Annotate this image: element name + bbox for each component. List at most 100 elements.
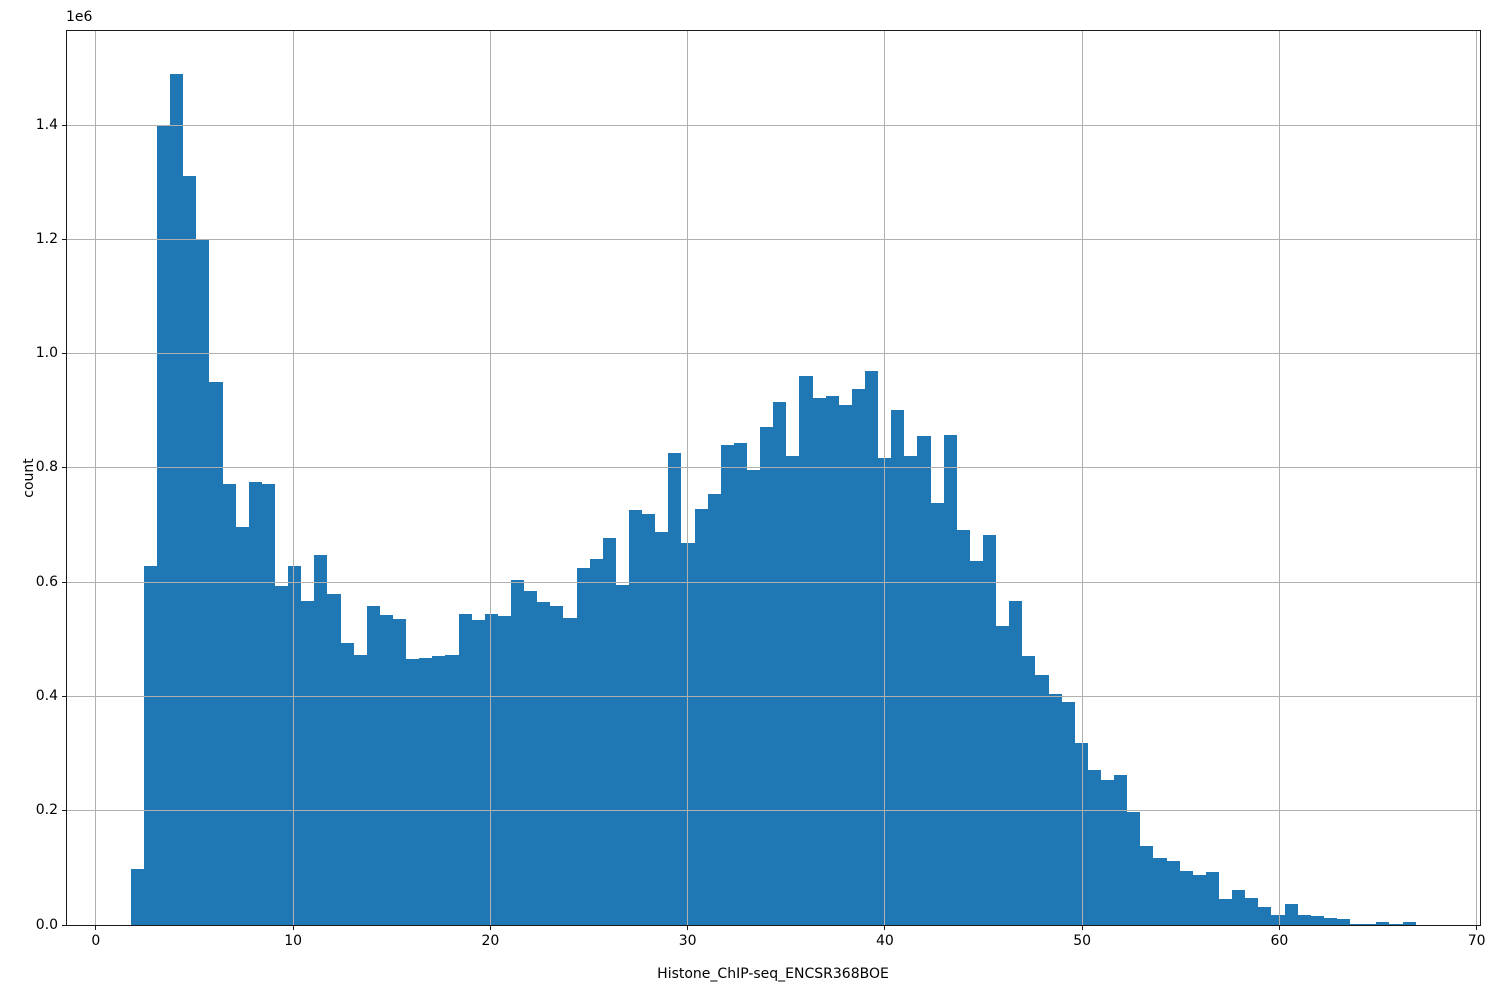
y-tick-label: 0.6 xyxy=(35,573,58,590)
histogram-bar xyxy=(1022,655,1036,925)
x-tick-label: 0 xyxy=(91,933,101,949)
histogram-bar xyxy=(379,615,394,925)
histogram-bar xyxy=(1179,870,1193,925)
y-tick-label: 0.8 xyxy=(35,459,58,476)
histogram-bar xyxy=(969,561,984,925)
histogram-bar xyxy=(786,455,800,925)
histogram-bar xyxy=(537,602,551,925)
histogram-bar xyxy=(1271,915,1285,925)
histogram-bar xyxy=(642,514,656,925)
gridline-horizontal xyxy=(66,353,1480,355)
histogram-bar xyxy=(1323,917,1338,925)
gridline-horizontal xyxy=(66,581,1480,583)
histogram-bar xyxy=(904,455,918,925)
histogram-bar xyxy=(668,453,682,925)
x-tick-label: 50 xyxy=(1073,933,1092,949)
histogram-bar xyxy=(1310,916,1324,925)
histogram-bar xyxy=(209,382,223,925)
histogram-bar xyxy=(366,606,380,925)
histogram-bar xyxy=(458,613,472,925)
x-tick-label: 20 xyxy=(481,933,500,949)
histogram-bar xyxy=(511,579,525,925)
histogram-bar xyxy=(1127,811,1141,925)
histogram-bar xyxy=(602,538,616,925)
gridline-vertical xyxy=(884,31,886,925)
y-tick-label: 1.4 xyxy=(35,116,58,133)
histogram-bar xyxy=(327,593,341,925)
histogram-bar xyxy=(1192,874,1206,925)
y-tick-mark xyxy=(62,810,66,812)
gridline-vertical xyxy=(95,31,97,925)
x-tick-label: 40 xyxy=(875,933,894,949)
x-tick-mark xyxy=(95,926,97,930)
histogram-bar xyxy=(956,530,970,925)
histogram-bar xyxy=(576,568,590,925)
histogram-bar xyxy=(301,601,315,925)
y-tick-label: 1.0 xyxy=(35,345,58,362)
x-tick-mark xyxy=(1476,926,1478,930)
y-tick-label: 0.0 xyxy=(35,916,58,933)
gridline-vertical xyxy=(687,31,689,925)
histogram-bar xyxy=(943,434,957,925)
y-tick-mark xyxy=(62,467,66,469)
gridline-vertical xyxy=(1081,31,1083,925)
histogram-bar xyxy=(170,73,184,925)
histogram-bar xyxy=(851,389,866,925)
histogram-bar xyxy=(1232,889,1246,925)
y-tick-mark xyxy=(62,353,66,355)
histogram-bar xyxy=(1258,907,1272,925)
histogram-bar xyxy=(733,442,748,925)
histogram-bar xyxy=(694,509,708,925)
histogram-bar xyxy=(891,410,905,925)
histogram-bar xyxy=(1074,743,1088,925)
histogram-bar xyxy=(222,484,236,925)
histogram-bar xyxy=(1337,919,1351,925)
histogram-bar xyxy=(1205,872,1220,925)
plot-area xyxy=(65,30,1481,926)
x-tick-mark xyxy=(687,926,689,930)
y-tick-mark xyxy=(62,581,66,583)
y-tick-label: 1.2 xyxy=(35,230,58,247)
histogram-bar xyxy=(825,396,839,925)
histogram-bar xyxy=(1297,914,1311,925)
histogram-bar xyxy=(248,482,262,925)
histogram-bar xyxy=(340,642,354,925)
histogram-bar xyxy=(930,502,944,925)
histogram-bar xyxy=(1114,774,1128,925)
histogram-bar xyxy=(917,435,931,925)
x-tick-label: 10 xyxy=(284,933,303,949)
histogram-bar xyxy=(445,655,459,925)
x-axis-label: Histone_ChIP-seq_ENCSR368BOE xyxy=(657,966,889,982)
histogram-bar xyxy=(1035,675,1049,925)
histogram-bar xyxy=(1363,924,1377,925)
histogram-bar xyxy=(1376,921,1390,925)
histogram-bar xyxy=(1101,779,1115,925)
bars-layer xyxy=(67,31,1481,925)
histogram-bar xyxy=(432,655,446,925)
histogram-bar xyxy=(1048,694,1062,925)
histogram-bar xyxy=(1350,923,1364,925)
x-tick-label: 70 xyxy=(1467,933,1486,949)
histogram-bar xyxy=(1166,861,1180,925)
histogram-bar xyxy=(497,616,512,925)
histogram-bar xyxy=(183,176,197,925)
histogram-bar xyxy=(838,405,852,925)
histogram-bar xyxy=(550,606,564,925)
histogram-bar xyxy=(1389,924,1403,925)
x-tick-label: 30 xyxy=(678,933,697,949)
histogram-bar xyxy=(812,398,826,925)
histogram-bar xyxy=(629,509,643,925)
histogram-bar xyxy=(143,565,158,925)
y-tick-label: 0.4 xyxy=(35,687,58,704)
histogram-bar xyxy=(393,618,407,925)
histogram-bar xyxy=(275,586,289,925)
histogram-bar xyxy=(983,534,997,925)
y-tick-mark xyxy=(62,238,66,240)
histogram-bar xyxy=(865,370,879,925)
histogram-bar xyxy=(760,427,774,925)
gridline-vertical xyxy=(489,31,491,925)
y-tick-mark xyxy=(62,924,66,926)
histogram-bar xyxy=(353,655,367,925)
histogram-bar xyxy=(996,625,1010,925)
gridline-horizontal xyxy=(66,124,1480,126)
